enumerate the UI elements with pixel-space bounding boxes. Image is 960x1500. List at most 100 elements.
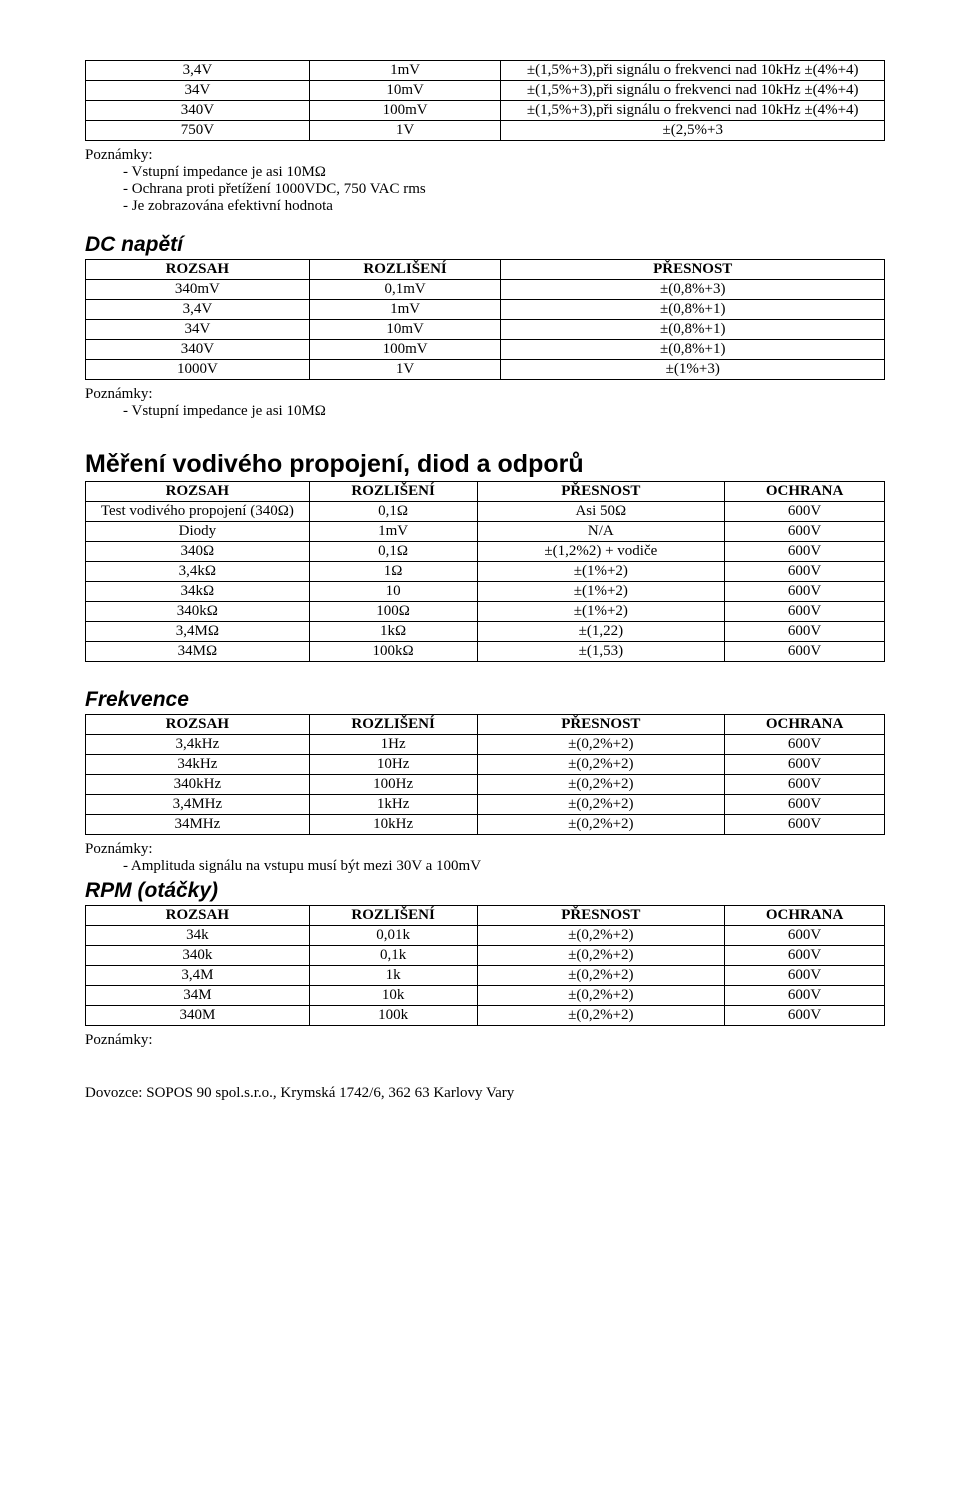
cond-heading: Měření vodivého propojení, diod a odporů — [85, 450, 885, 479]
footer-text: Dovozce: SOPOS 90 spol.s.r.o., Krymská 1… — [85, 1085, 885, 1102]
cell: ±(0,2%+2) — [477, 926, 725, 946]
cell: 3,4MHz — [86, 795, 310, 815]
table-row: 3,4V 1mV ±(1,5%+3),při signálu o frekven… — [86, 61, 885, 81]
freq-table: ROZSAH ROZLIŠENÍ PŘESNOST OCHRANA 3,4kHz… — [85, 714, 885, 835]
cell: ±(1,22) — [477, 622, 725, 642]
cell: 600V — [725, 642, 885, 662]
dc-heading: DC napětí — [85, 233, 885, 257]
cell: 1V — [309, 121, 501, 141]
notes-label: Poznámky: — [85, 841, 885, 858]
cell: ±(1,5%+3),při signálu o frekvenci nad 10… — [501, 61, 885, 81]
header-cell: OCHRANA — [725, 482, 885, 502]
cell: 34k — [86, 926, 310, 946]
note-item: Vstupní impedance je asi 10MΩ — [137, 164, 885, 181]
notes-label: Poznámky: — [85, 386, 885, 403]
header-cell: ROZLIŠENÍ — [309, 715, 477, 735]
cell: ±(0,8%+1) — [501, 340, 885, 360]
cell: N/A — [477, 522, 725, 542]
rpm-table: ROZSAH ROZLIŠENÍ PŘESNOST OCHRANA 34k0,0… — [85, 905, 885, 1026]
cell: 10 — [309, 582, 477, 602]
note-item: Vstupní impedance je asi 10MΩ — [137, 403, 885, 420]
header-cell: PŘESNOST — [477, 715, 725, 735]
header-cell: ROZSAH — [86, 715, 310, 735]
cell: ±(1%+3) — [501, 360, 885, 380]
header-cell: ROZLIŠENÍ — [309, 906, 477, 926]
header-cell: PŘESNOST — [477, 906, 725, 926]
cell: 34M — [86, 986, 310, 1006]
cell: 100kΩ — [309, 642, 477, 662]
header-cell: OCHRANA — [725, 715, 885, 735]
freq-notes: Poznámky: Amplituda signálu na vstupu mu… — [85, 841, 885, 875]
header-cell: ROZSAH — [86, 906, 310, 926]
note-item: Amplituda signálu na vstupu musí být mez… — [137, 858, 885, 875]
cell: 0,1mV — [309, 280, 501, 300]
cell: 100Hz — [309, 775, 477, 795]
cell: ±(0,2%+2) — [477, 986, 725, 1006]
cell: 600V — [725, 986, 885, 1006]
header-row: ROZSAH ROZLIŠENÍ PŘESNOST OCHRANA — [86, 715, 885, 735]
cell: 750V — [86, 121, 310, 141]
cell: 34V — [86, 81, 310, 101]
header-cell: ROZSAH — [86, 482, 310, 502]
cell: 10Hz — [309, 755, 477, 775]
cell: ±(1,53) — [477, 642, 725, 662]
header-cell: PŘESNOST — [477, 482, 725, 502]
cell: 34MΩ — [86, 642, 310, 662]
cell: 3,4M — [86, 966, 310, 986]
cell: 3,4kHz — [86, 735, 310, 755]
cell: 600V — [725, 775, 885, 795]
dc-notes: Poznámky: Vstupní impedance je asi 10MΩ — [85, 386, 885, 420]
table-row: 34V 10mV ±(1,5%+3),při signálu o frekven… — [86, 81, 885, 101]
cell: ±(1,5%+3),při signálu o frekvenci nad 10… — [501, 101, 885, 121]
freq-heading: Frekvence — [85, 688, 885, 712]
cell: 1k — [309, 966, 477, 986]
cell: 34MHz — [86, 815, 310, 835]
cell: 340k — [86, 946, 310, 966]
header-cell: PŘESNOST — [501, 260, 885, 280]
notes-label: Poznámky: — [85, 1032, 885, 1049]
cell: 600V — [725, 735, 885, 755]
cell: 340M — [86, 1006, 310, 1026]
cell: 3,4MΩ — [86, 622, 310, 642]
cell: 600V — [725, 522, 885, 542]
header-row: ROZSAH ROZLIŠENÍ PŘESNOST OCHRANA — [86, 906, 885, 926]
cell: ±(1%+2) — [477, 582, 725, 602]
cell: 10k — [309, 986, 477, 1006]
cell: 600V — [725, 562, 885, 582]
cell: 1V — [309, 360, 501, 380]
header-cell: ROZLIŠENÍ — [309, 260, 501, 280]
top-notes: Poznámky: Vstupní impedance je asi 10MΩ … — [85, 147, 885, 215]
cell: 0,1k — [309, 946, 477, 966]
cell: 600V — [725, 582, 885, 602]
cell: 10mV — [309, 81, 501, 101]
cell: ±(0,8%+1) — [501, 300, 885, 320]
cell: 1mV — [309, 61, 501, 81]
cell: 100Ω — [309, 602, 477, 622]
cell: ±(0,2%+2) — [477, 1006, 725, 1026]
cond-table: ROZSAH ROZLIŠENÍ PŘESNOST OCHRANA Test v… — [85, 481, 885, 662]
cell: 600V — [725, 1006, 885, 1026]
cell: 1mV — [309, 522, 477, 542]
cell: Diody — [86, 522, 310, 542]
cell: 600V — [725, 926, 885, 946]
table-row: 340V 100mV ±(1,5%+3),při signálu o frekv… — [86, 101, 885, 121]
cell: 340V — [86, 340, 310, 360]
cell: 600V — [725, 966, 885, 986]
cell: 0,01k — [309, 926, 477, 946]
cell: 0,1Ω — [309, 542, 477, 562]
cell: ±(0,2%+2) — [477, 735, 725, 755]
cell: 100mV — [309, 101, 501, 121]
cell: 340kHz — [86, 775, 310, 795]
cell: 0,1Ω — [309, 502, 477, 522]
cell: 1kHz — [309, 795, 477, 815]
header-cell: OCHRANA — [725, 906, 885, 926]
cell: 1Hz — [309, 735, 477, 755]
header-cell: ROZSAH — [86, 260, 310, 280]
cell: 600V — [725, 602, 885, 622]
cell: 340mV — [86, 280, 310, 300]
note-item: Je zobrazována efektivní hodnota — [137, 198, 885, 215]
cell: 340kΩ — [86, 602, 310, 622]
cell: 34kHz — [86, 755, 310, 775]
cell: ±(0,2%+2) — [477, 755, 725, 775]
cell: 340V — [86, 101, 310, 121]
